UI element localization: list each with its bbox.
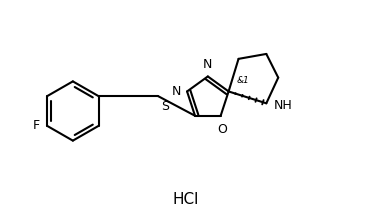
Text: N: N: [172, 85, 181, 98]
Text: O: O: [218, 123, 228, 136]
Text: F: F: [33, 119, 40, 132]
Text: &1: &1: [237, 76, 249, 85]
Text: HCl: HCl: [173, 192, 199, 207]
Text: S: S: [161, 100, 169, 113]
Text: NH: NH: [273, 99, 292, 112]
Text: N: N: [203, 58, 212, 70]
